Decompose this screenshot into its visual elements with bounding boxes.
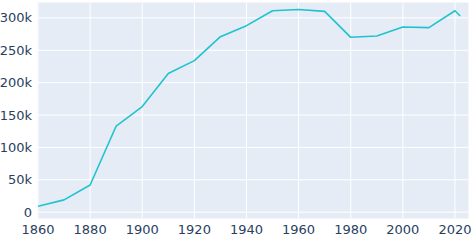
line [38, 9, 460, 206]
plot-area [38, 3, 468, 218]
grid-line [38, 82, 468, 83]
grid-line [350, 3, 351, 218]
tick-label: 1920 [178, 222, 211, 237]
tick-label: 300k [0, 10, 32, 25]
tick-label: 2020 [438, 222, 471, 237]
tick-label: 100k [0, 140, 32, 155]
grid-line [38, 179, 468, 180]
tick-label: 1860 [21, 222, 54, 237]
grid-line [142, 3, 143, 218]
tick-label: 1960 [282, 222, 315, 237]
grid-line [454, 3, 455, 218]
grid-line [246, 3, 247, 218]
grid-line [402, 3, 403, 218]
tick-label: 50k [8, 172, 33, 187]
grid-line [38, 115, 468, 116]
chart: 0 50k 100k 150k 200k 250k 300k 1860 1880 1900 1920… [0, 0, 474, 237]
tick-label: 150k [0, 108, 32, 123]
tick-label: 200k [0, 75, 32, 90]
grid-line [38, 17, 468, 18]
grid-line [38, 212, 468, 213]
series [38, 9, 460, 206]
tick-label: 0 [24, 205, 32, 220]
tick-label: 2000 [386, 222, 419, 237]
tick-label: 1880 [74, 222, 107, 237]
grid-line [194, 3, 195, 218]
grid-line [38, 50, 468, 51]
tick-label: 250k [0, 43, 32, 58]
tick-label: 1980 [334, 222, 367, 237]
grid-line [38, 3, 39, 218]
tick-label: 1900 [126, 222, 159, 237]
grid-line [38, 147, 468, 148]
tick-label: 1940 [230, 222, 263, 237]
grid-line [298, 3, 299, 218]
